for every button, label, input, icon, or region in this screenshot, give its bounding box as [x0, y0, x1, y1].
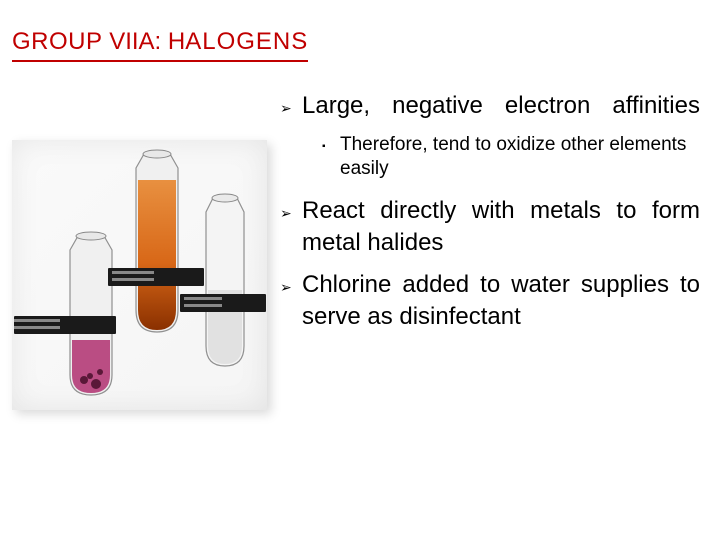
- square-icon: ▪: [322, 133, 340, 181]
- bullet-text: Therefore, tend to oxidize other element…: [340, 133, 700, 181]
- title-mid: H: [161, 28, 185, 55]
- list-item: ➢ Large, negative electron affinities: [280, 90, 700, 123]
- chevron-icon: ➢: [280, 90, 302, 123]
- slide-title: GROUP VIIA: HALOGENS: [12, 28, 308, 62]
- list-item: ➢ Chlorine added to water supplies to se…: [280, 269, 700, 333]
- chevron-icon: ➢: [280, 269, 302, 333]
- bullet-content: ➢ Large, negative electron affinities ▪ …: [280, 90, 700, 343]
- list-item: ▪ Therefore, tend to oxidize other eleme…: [322, 133, 700, 181]
- bullet-text: Chlorine added to water supplies to serv…: [302, 269, 700, 333]
- list-item: ➢ React directly with metals to form met…: [280, 195, 700, 259]
- tubes-svg: [12, 140, 267, 410]
- title-roman: VIIA:: [109, 28, 161, 55]
- halogen-photo: [12, 140, 267, 410]
- bullet-text: React directly with metals to form metal…: [302, 195, 700, 259]
- title-group: GROUP: [12, 28, 103, 55]
- bullet-text: Large, negative electron affinities: [302, 90, 700, 123]
- chevron-icon: ➢: [280, 195, 302, 259]
- title-text: GROUP VIIA: HALOGENS: [12, 28, 308, 62]
- title-name: ALOGENS: [185, 28, 308, 55]
- tube-left: [14, 232, 116, 395]
